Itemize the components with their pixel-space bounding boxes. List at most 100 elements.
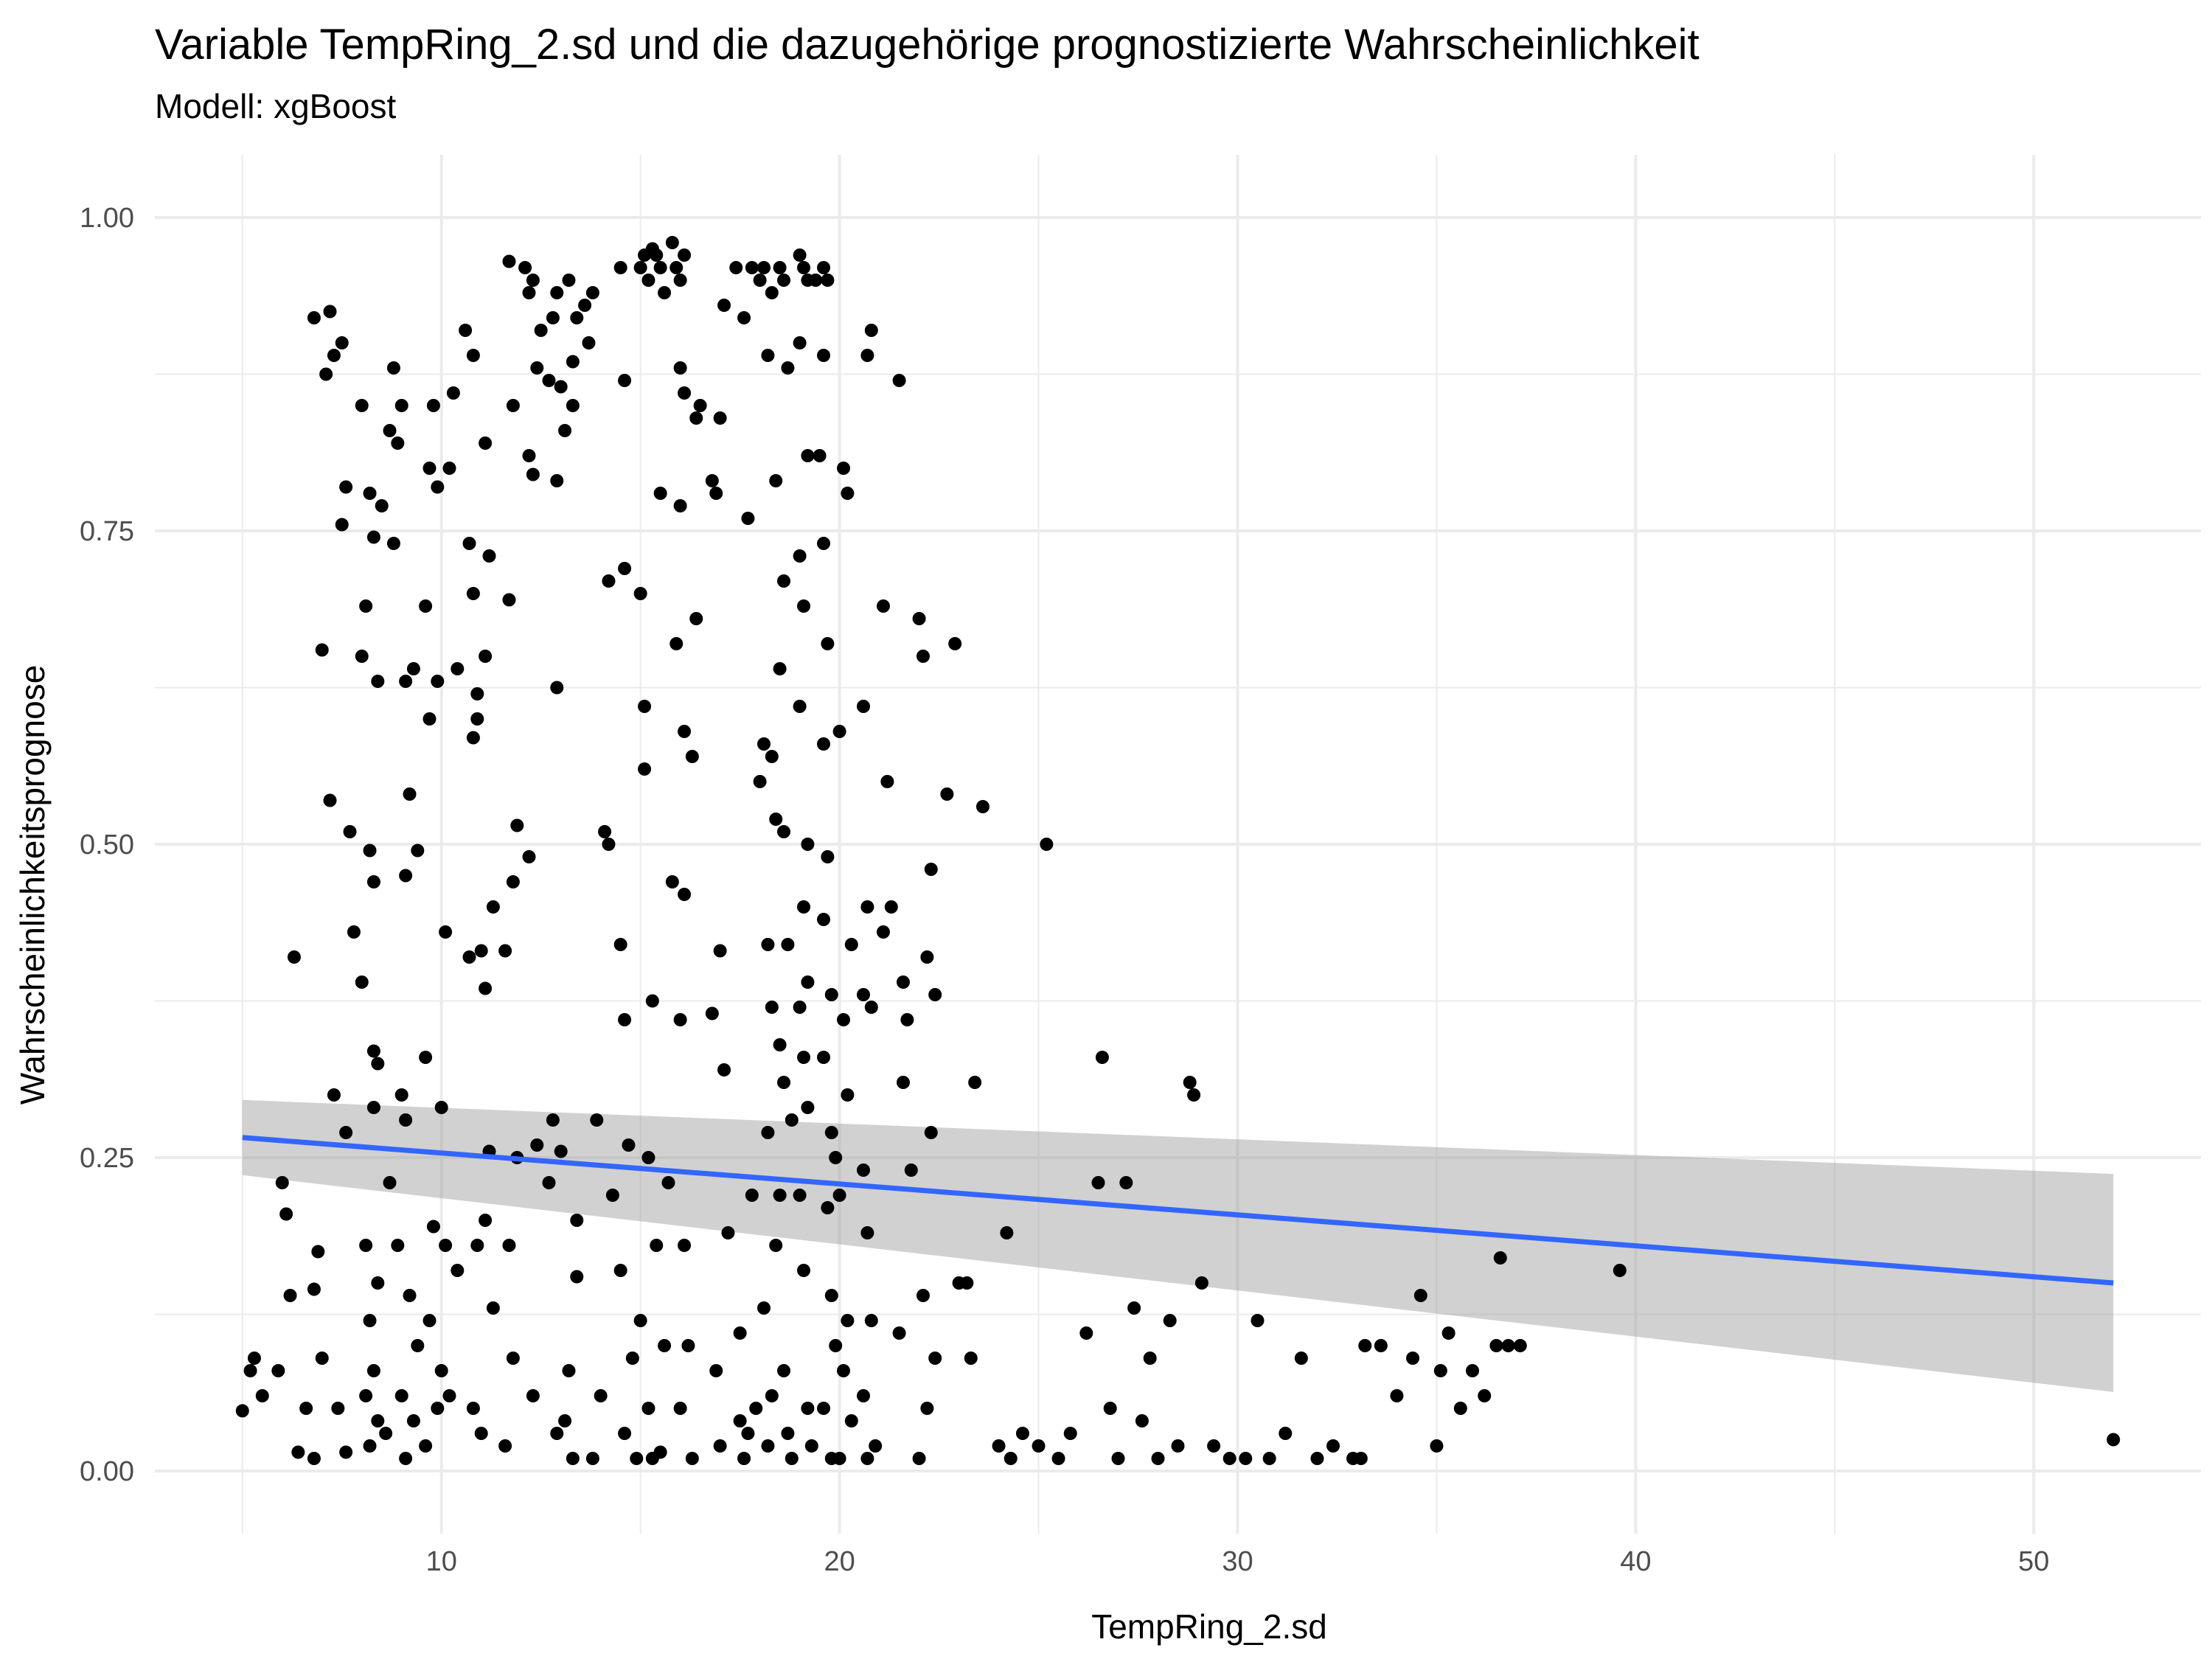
data-point <box>737 1452 751 1465</box>
data-point <box>327 1088 341 1102</box>
data-point <box>446 386 460 400</box>
data-point <box>860 1226 874 1239</box>
y-axis-title: Wahrscheinlichkeitsprognose <box>13 665 52 1105</box>
data-point <box>900 1013 914 1026</box>
data-point <box>391 1239 405 1252</box>
data-point <box>1326 1439 1340 1453</box>
data-point <box>1091 1176 1105 1189</box>
data-point <box>366 875 380 888</box>
data-point <box>434 1364 448 1377</box>
data-point <box>653 1445 667 1459</box>
data-point <box>1239 1452 1253 1465</box>
data-point <box>566 1452 580 1465</box>
y-tick-label: 0.50 <box>80 830 134 860</box>
data-point <box>1262 1452 1276 1465</box>
data-point <box>658 286 672 299</box>
data-point <box>431 675 445 688</box>
data-point <box>761 1439 775 1453</box>
data-point <box>836 1013 850 1026</box>
data-point <box>793 700 807 713</box>
y-tick-label: 1.00 <box>80 203 134 234</box>
data-point <box>928 988 942 1001</box>
data-point <box>439 1239 453 1252</box>
data-point <box>678 248 692 262</box>
data-point <box>355 650 369 663</box>
data-point <box>355 399 369 412</box>
data-point <box>1171 1439 1185 1453</box>
data-point <box>817 737 831 751</box>
data-point <box>1187 1088 1201 1102</box>
data-point <box>773 1189 787 1202</box>
data-point <box>777 825 791 838</box>
x-tick-label: 50 <box>2018 1546 2049 1577</box>
data-point <box>546 311 560 324</box>
data-point <box>765 750 779 763</box>
data-point <box>335 336 349 349</box>
data-point <box>386 537 400 550</box>
data-point <box>793 1189 807 1202</box>
data-point <box>801 1402 815 1415</box>
data-point <box>824 1289 838 1302</box>
data-point <box>426 399 440 412</box>
data-point <box>673 1013 687 1026</box>
data-point <box>323 305 337 319</box>
data-point <box>860 900 874 914</box>
trend-line <box>242 1135 2114 1286</box>
data-point <box>693 399 707 412</box>
data-point <box>291 1445 305 1459</box>
data-point <box>466 731 480 745</box>
data-point <box>773 1038 787 1051</box>
data-point <box>598 825 612 838</box>
data-point <box>1310 1452 1324 1465</box>
data-point <box>1119 1176 1133 1189</box>
data-point <box>777 274 791 287</box>
data-point <box>753 274 767 287</box>
data-point <box>363 844 377 858</box>
data-point <box>960 1276 974 1290</box>
data-point <box>940 787 954 801</box>
data-point <box>466 1402 480 1415</box>
data-point <box>705 1006 719 1020</box>
data-point <box>585 286 599 299</box>
data-point <box>431 480 445 494</box>
data-point <box>809 274 823 287</box>
data-point <box>1000 1226 1014 1239</box>
data-point <box>1441 1326 1455 1340</box>
data-point <box>542 374 556 387</box>
data-point <box>466 587 480 600</box>
data-point <box>860 1452 874 1465</box>
data-point <box>366 530 380 544</box>
data-point <box>618 1427 632 1440</box>
data-point <box>1390 1389 1404 1402</box>
data-point <box>319 367 333 381</box>
data-point <box>1194 1276 1208 1290</box>
data-point <box>554 380 568 394</box>
data-point <box>964 1352 978 1365</box>
data-point <box>386 361 400 375</box>
data-point <box>1103 1402 1117 1415</box>
data-point <box>359 599 373 613</box>
data-point <box>355 975 369 989</box>
data-point <box>1251 1314 1265 1327</box>
data-point <box>745 261 759 274</box>
data-point <box>247 1352 261 1365</box>
data-point <box>1151 1452 1165 1465</box>
data-point <box>506 399 520 412</box>
data-point <box>618 1013 632 1026</box>
data-point <box>550 681 564 695</box>
data-point <box>633 587 647 600</box>
data-point <box>1406 1352 1420 1365</box>
data-point <box>912 1452 926 1465</box>
data-point <box>678 888 692 901</box>
data-point <box>869 1439 883 1453</box>
data-point <box>462 537 476 550</box>
data-point <box>769 1239 783 1252</box>
data-point <box>311 1245 325 1259</box>
data-point <box>717 1063 731 1077</box>
data-point <box>462 950 476 964</box>
data-point <box>422 462 437 475</box>
data-point <box>363 1314 377 1327</box>
data-point <box>307 311 321 324</box>
data-point <box>1135 1414 1149 1427</box>
data-point <box>821 850 835 863</box>
